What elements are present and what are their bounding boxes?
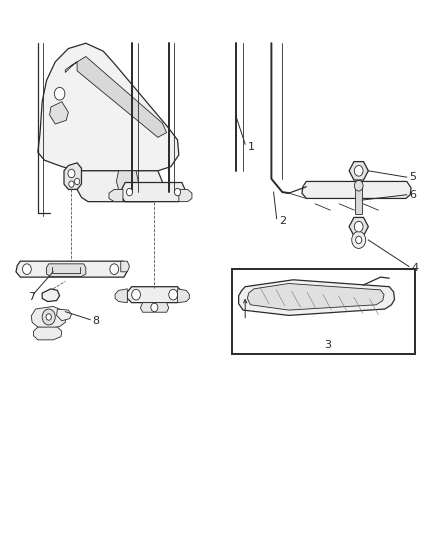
Polygon shape — [65, 62, 77, 72]
Polygon shape — [46, 264, 86, 277]
Bar — [232, 269, 416, 354]
Polygon shape — [179, 189, 192, 201]
Text: 4: 4 — [411, 263, 418, 272]
Polygon shape — [49, 102, 68, 124]
Polygon shape — [141, 303, 169, 312]
Circle shape — [68, 169, 75, 177]
Polygon shape — [355, 187, 362, 214]
Circle shape — [169, 289, 177, 300]
Circle shape — [354, 180, 363, 191]
Polygon shape — [57, 309, 71, 321]
Text: 8: 8 — [92, 316, 99, 326]
Polygon shape — [38, 43, 179, 171]
Text: 6: 6 — [409, 190, 416, 200]
Text: 7: 7 — [28, 292, 35, 302]
Circle shape — [174, 188, 180, 196]
Circle shape — [356, 236, 362, 244]
Polygon shape — [121, 182, 185, 201]
Polygon shape — [33, 327, 62, 340]
Polygon shape — [247, 284, 384, 310]
Polygon shape — [109, 189, 123, 201]
Circle shape — [54, 87, 65, 100]
Polygon shape — [64, 163, 81, 189]
Circle shape — [74, 178, 80, 184]
Text: 2: 2 — [279, 216, 286, 227]
Text: 3: 3 — [325, 340, 332, 350]
Polygon shape — [239, 280, 395, 316]
Text: 5: 5 — [409, 172, 416, 182]
Text: 1: 1 — [247, 142, 254, 152]
Polygon shape — [349, 161, 368, 180]
Circle shape — [110, 264, 119, 274]
Polygon shape — [77, 56, 166, 138]
Polygon shape — [115, 289, 127, 303]
Circle shape — [42, 309, 55, 325]
Circle shape — [354, 221, 363, 232]
Circle shape — [352, 231, 366, 248]
Circle shape — [132, 289, 141, 300]
Circle shape — [354, 165, 363, 176]
Polygon shape — [302, 181, 411, 198]
Polygon shape — [177, 289, 189, 303]
Polygon shape — [349, 217, 368, 236]
Circle shape — [151, 303, 158, 312]
Circle shape — [127, 188, 133, 196]
Circle shape — [46, 314, 51, 320]
Polygon shape — [31, 306, 66, 328]
Polygon shape — [42, 289, 60, 302]
Polygon shape — [117, 171, 138, 189]
Polygon shape — [16, 261, 127, 277]
Circle shape — [22, 264, 31, 274]
Polygon shape — [121, 261, 130, 272]
Circle shape — [69, 181, 74, 187]
Polygon shape — [77, 171, 164, 201]
Polygon shape — [127, 287, 182, 303]
